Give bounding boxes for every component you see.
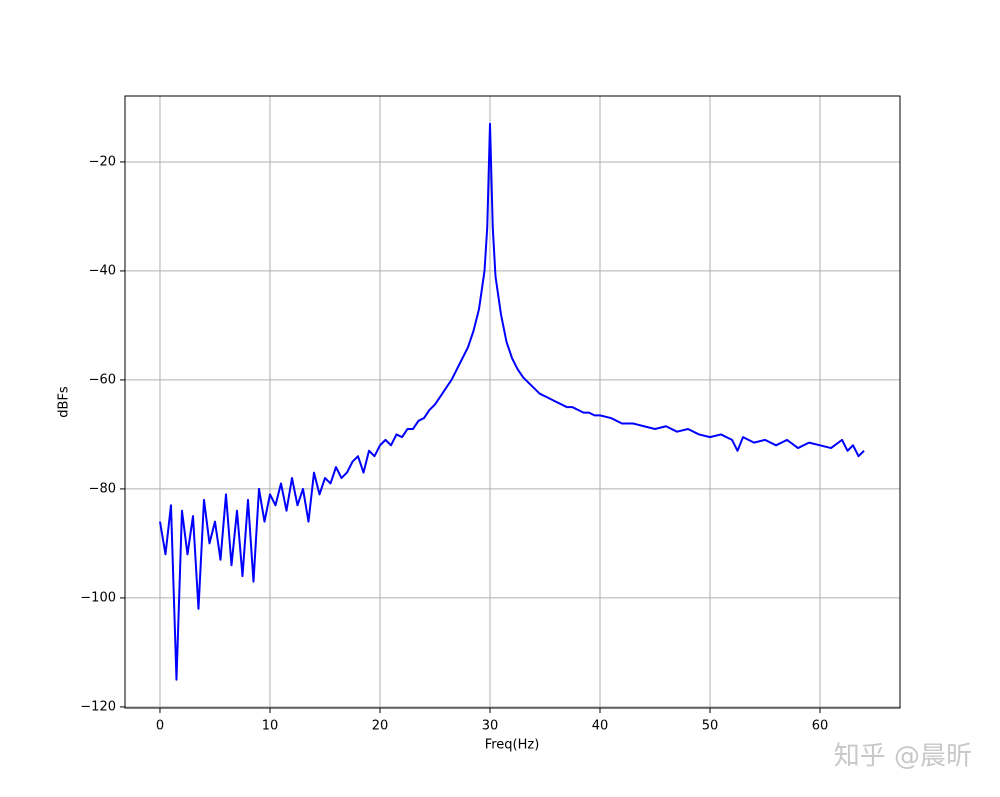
x-tick-label: 40 <box>592 719 609 734</box>
x-tick-label: 10 <box>262 719 279 734</box>
x-tick-label: 60 <box>812 719 829 734</box>
x-tick-label: 20 <box>372 719 389 734</box>
x-tick-label: 30 <box>482 719 499 734</box>
y-tick-label: −40 <box>89 263 116 278</box>
y-axis-label: dBFs <box>57 386 72 418</box>
x-axis-label: Freq(Hz) <box>485 738 540 753</box>
y-tick-label: −100 <box>80 590 116 605</box>
watermark: 知乎 @晨昕 <box>834 742 972 772</box>
plot-frame <box>124 95 901 709</box>
y-tick-label: −60 <box>89 372 116 387</box>
x-tick-label: 50 <box>702 719 719 734</box>
y-tick-label: −20 <box>89 154 116 169</box>
x-tick-label: 0 <box>156 719 164 734</box>
y-tick-label: −120 <box>80 699 116 714</box>
y-tick-label: −80 <box>89 481 116 496</box>
data-line <box>158 122 865 681</box>
